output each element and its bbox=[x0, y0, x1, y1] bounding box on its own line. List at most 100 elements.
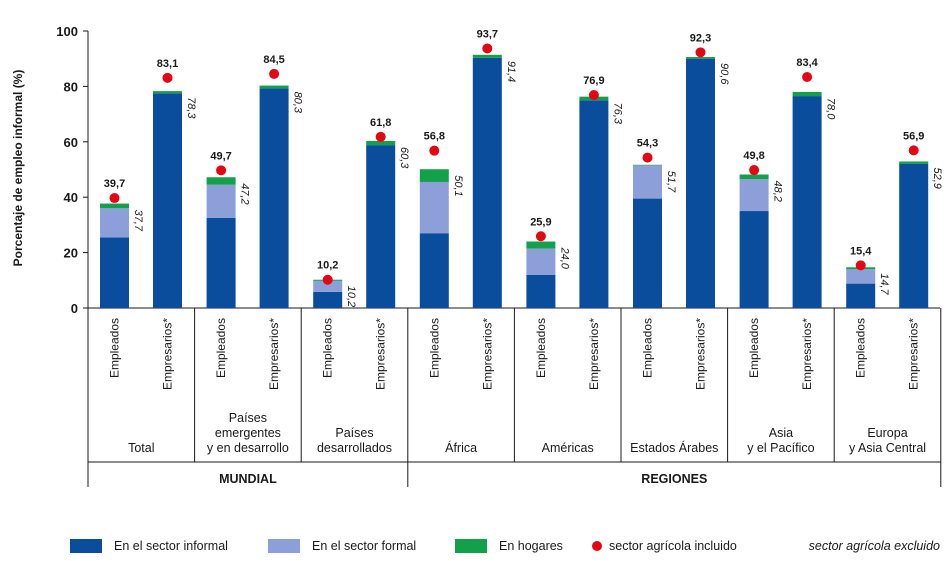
bar-value-label: 51,7 bbox=[665, 171, 677, 193]
agri-dot bbox=[162, 72, 173, 83]
bar-segment-hogares bbox=[153, 91, 182, 94]
agri-dot-label: 15,4 bbox=[850, 245, 872, 257]
bar-segment-informal bbox=[633, 198, 662, 308]
legend: En el sector informal En el sector formal… bbox=[70, 539, 940, 553]
bar-segment-informal bbox=[579, 100, 609, 308]
bar-segment-formal bbox=[846, 269, 876, 284]
group-label: Américas bbox=[542, 441, 594, 455]
agri-dot-label: 25,9 bbox=[530, 216, 551, 228]
category-label: Empleados bbox=[747, 318, 761, 378]
bar-segment-hogares bbox=[739, 174, 769, 180]
category-label: Empleados bbox=[108, 318, 122, 378]
bar-segment-hogares bbox=[686, 57, 715, 59]
bar-segment-informal bbox=[526, 274, 556, 308]
bar-value-label: 60,3 bbox=[398, 147, 410, 169]
bar-value-label: 48,2 bbox=[772, 180, 784, 201]
group-label: Países bbox=[335, 426, 373, 440]
bar-segment-informal bbox=[739, 211, 769, 308]
bar-segment-formal bbox=[526, 248, 556, 275]
bar-value-label: 14,7 bbox=[878, 273, 890, 295]
agri-dot-label: 10,2 bbox=[317, 260, 338, 272]
category-label: Empresarios* bbox=[694, 318, 708, 390]
bar-segment-informal bbox=[899, 163, 929, 308]
group-label: desarrollados bbox=[317, 441, 392, 455]
agri-dot-label: 83,1 bbox=[157, 58, 178, 70]
legend-note: sector agrícola excluido bbox=[809, 539, 940, 553]
bar-segment-informal bbox=[206, 217, 236, 308]
legend-label: En hogares bbox=[499, 539, 563, 553]
legend-swatch-informal bbox=[70, 539, 102, 553]
bar-segment-informal bbox=[153, 93, 182, 308]
category-label: Empresarios* bbox=[161, 318, 175, 390]
legend-label: sector agrícola incluido bbox=[609, 539, 737, 553]
category-label: Empresarios* bbox=[587, 318, 601, 390]
agri-dot-label: 56,8 bbox=[424, 131, 445, 143]
legend-swatch-hogares bbox=[455, 539, 487, 553]
bar-segment-hogares bbox=[206, 177, 236, 185]
group-label: Países bbox=[229, 411, 267, 425]
bar-segment-informal bbox=[100, 237, 129, 308]
bar-value-label: 90,6 bbox=[718, 63, 730, 85]
group-label: Asia bbox=[769, 426, 793, 440]
bar-segment-formal bbox=[739, 179, 769, 212]
bar-value-label: 47,2 bbox=[239, 183, 251, 204]
y-tick-label: 20 bbox=[64, 246, 78, 261]
agri-dot bbox=[429, 145, 440, 156]
group-label: y Asia Central bbox=[849, 441, 926, 455]
y-tick-label: 60 bbox=[64, 135, 78, 150]
agri-dot-label: 93,7 bbox=[477, 28, 498, 40]
bar-segment-hogares bbox=[899, 161, 929, 164]
super-group-label: REGIONES bbox=[641, 472, 707, 486]
category-label: Empresarios* bbox=[907, 318, 921, 390]
legend-swatch-dot bbox=[592, 541, 602, 551]
bar-segment-hogares bbox=[526, 241, 556, 249]
y-tick-label: 80 bbox=[64, 79, 78, 94]
agri-dot-label: 56,9 bbox=[903, 130, 924, 142]
bar-segment-hogares bbox=[259, 85, 289, 89]
category-label: Empleados bbox=[214, 318, 228, 378]
bar-segment-hogares bbox=[633, 164, 662, 166]
bar-value-label: 78,3 bbox=[185, 97, 197, 119]
agri-dot-label: 54,3 bbox=[637, 138, 658, 150]
agri-dot-label: 49,8 bbox=[743, 150, 764, 162]
bars: 37,7 39,7 78,3 83,1 47,2 49,7 80,3 84,5 10,2 10,2… bbox=[100, 28, 943, 309]
agri-dot bbox=[695, 47, 706, 58]
category-label: Empresarios* bbox=[480, 318, 494, 390]
agri-dot bbox=[269, 68, 280, 79]
category-label: Empleados bbox=[427, 318, 441, 378]
agri-dot-label: 83,4 bbox=[796, 57, 818, 69]
bar-value-label: 50,1 bbox=[452, 175, 464, 196]
bar-value-label: 10,2 bbox=[345, 286, 357, 307]
category-label: Empleados bbox=[854, 318, 868, 378]
bar-segment-hogares bbox=[419, 169, 449, 182]
bar-segment-informal bbox=[472, 57, 502, 308]
agri-dot bbox=[749, 165, 760, 176]
bar-segment-formal bbox=[419, 181, 449, 234]
bar-segment-informal bbox=[366, 145, 396, 308]
bar-value-label: 52,9 bbox=[931, 167, 943, 188]
group-label: Total bbox=[128, 441, 154, 455]
agri-dot bbox=[482, 43, 493, 54]
bar-segment-hogares bbox=[792, 91, 822, 97]
agri-dot bbox=[642, 152, 653, 163]
agri-dot-label: 92,3 bbox=[690, 32, 711, 44]
bar-segment-informal bbox=[259, 88, 289, 309]
agri-dot bbox=[588, 89, 599, 100]
group-label: África bbox=[445, 440, 477, 455]
bar-segment-informal bbox=[313, 291, 343, 308]
group-label: Europa bbox=[867, 426, 907, 440]
agri-dot-label: 61,8 bbox=[370, 117, 391, 129]
y-axis-label: Porcentaje de empleo informal (%) bbox=[11, 70, 25, 267]
legend-label: En el sector formal bbox=[312, 539, 416, 553]
agri-dot-label: 76,9 bbox=[583, 75, 604, 87]
agri-dot-label: 84,5 bbox=[263, 54, 284, 66]
legend-label: En el sector informal bbox=[114, 539, 228, 553]
bar-segment-formal bbox=[633, 165, 662, 199]
bar-value-label: 76,3 bbox=[611, 103, 623, 125]
bar-value-label: 91,4 bbox=[505, 61, 517, 82]
category-label: Empresarios* bbox=[800, 318, 814, 390]
group-label: emergentes bbox=[215, 426, 281, 440]
category-labels: Empleados Empresarios* Total Empleados Empre… bbox=[108, 318, 927, 486]
bar-segment-hogares bbox=[100, 203, 129, 209]
